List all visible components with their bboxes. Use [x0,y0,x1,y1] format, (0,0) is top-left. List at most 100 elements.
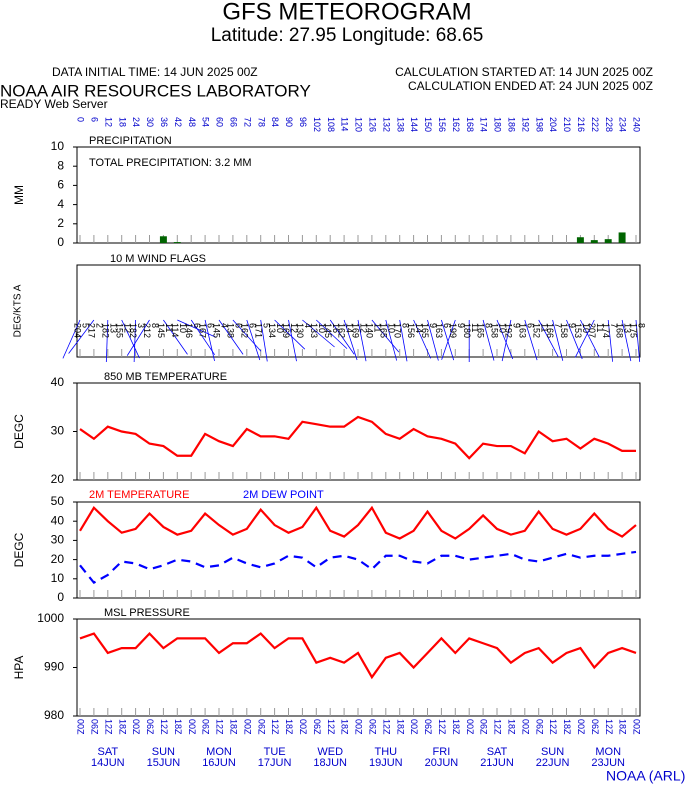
initial-time: DATA INITIAL TIME: 14 JUN 2025 00Z [52,65,258,79]
panel-frame [76,618,641,717]
wind-staff [399,319,408,362]
wind-staff [441,319,455,361]
panel-title: PRECIPITATION [89,135,172,147]
panel-frame [76,501,641,599]
precip-bar [590,240,598,243]
y-tick-label: 40 [51,375,65,389]
bottom-hour-label: 12Z [270,719,280,735]
wind-staff [427,319,439,361]
precip-bar [618,232,626,243]
wind-staff [413,319,432,359]
date-label: 22JUN [536,757,570,769]
wind-direction-label: 165 [378,323,388,338]
wind-staff [288,319,297,362]
wind-staff [607,319,613,362]
wind-direction-label: 114 [170,323,180,337]
wind-speed-label: 9 [456,323,466,328]
y-tick-label: 8 [57,158,64,172]
wind-staff [204,319,215,362]
top-hour-label: 12 [103,117,113,127]
wind-speed-label: 3 [136,323,146,328]
wind-staff [552,319,564,361]
bottom-hour-label: 00Z [520,719,530,735]
wind-direction-label: 182 [100,323,110,338]
wind-staff [574,319,595,358]
wind-staff [163,319,188,355]
wind-staff [566,319,583,360]
wind-staff [260,319,268,362]
subtitle: Latitude: 27.95 Longitude: 68.65 [211,25,484,46]
top-hour-label: 198 [534,117,544,132]
wind-direction-label: 212 [142,323,152,338]
bottom-hour-label: 12Z [159,719,169,735]
bottom-hour-label: 06Z [423,719,433,735]
bottom-hour-label: 12Z [437,719,447,735]
day-label: SUN [541,746,564,758]
wind-speed-label: 10 [581,323,591,333]
wind-staff [218,319,244,355]
top-hour-label: 174 [479,117,489,132]
wind-speed-label: 6 [234,323,244,328]
wind-direction-label: 168 [615,323,625,338]
y-axis-label: HPA [12,656,26,680]
wind-direction-label: 165 [476,323,486,338]
wind-speed-label: 11 [164,323,174,332]
wind-speed-label: 9 [567,323,577,328]
day-label: WED [317,746,343,758]
wind-direction-label: 153 [573,323,583,338]
bottom-hour-label: 06Z [479,719,489,735]
wind-speed-label: 10 [317,323,327,333]
top-hour-label: 126 [368,117,378,132]
y-axis-label: MM [12,185,26,205]
bottom-hour-label: 18Z [284,719,294,735]
wind-staff [126,319,150,356]
bottom-hour-label: 00Z [242,719,252,735]
date-label: 18JUN [313,757,347,769]
wind-direction-label: 158 [559,323,569,338]
series-line [79,631,637,680]
wind-direction-label: 140 [365,323,375,338]
top-hour-label: 90 [284,117,294,127]
wind-speed-label: 6 [525,323,535,328]
wind-speed-label: 6 [206,323,216,328]
day-label: THU [374,746,397,758]
wind-speed-label: 8 [484,323,494,328]
wind-staff [635,319,641,362]
precip-bar [604,239,612,243]
wind-speed-label: 13 [623,323,633,333]
wind-direction-label: 169 [351,323,361,338]
wind-speed-label: 11 [539,323,549,332]
top-hour-label: 66 [229,117,239,127]
top-hour-label: 168 [465,117,475,132]
y-tick-label: 980 [44,708,64,722]
top-hour-label: 204 [548,117,558,132]
panel-title: 850 MB TEMPERATURE [104,371,227,383]
panel-frame [76,264,641,358]
bottom-hour-label: 18Z [451,719,461,735]
server: READY Web Server [0,97,108,111]
wind-speed-label: 10 [498,323,508,333]
top-hour-label: 114 [340,117,350,131]
bottom-hour-label: 12Z [381,719,391,735]
bottom-hour-label: 18Z [173,719,183,735]
y-tick-label: 0 [57,590,64,604]
wind-staff [538,319,559,358]
top-hour-label: 0 [76,117,86,122]
wind-staff [274,319,306,350]
wind-speed-label: 8 [150,323,160,328]
top-hour-label: 144 [409,117,419,132]
series-line [79,550,637,585]
wind-direction-label: 145 [212,323,222,338]
top-hour-label: 84 [270,117,280,127]
bottom-hour-label: 18Z [117,719,127,735]
top-hour-label: 24 [131,117,141,127]
wind-speed-label: 10 [178,323,188,333]
wind-direction-label: 152 [531,323,541,338]
y-axis-label: DEG/KTS A [13,284,24,337]
bottom-hour-label: 18Z [618,719,628,735]
wind-speed-label: 12 [359,323,369,333]
top-hour-label: 192 [520,117,530,132]
legend-entry: 2M DEW POINT [243,489,324,501]
y-tick-label: 2 [57,216,64,230]
wind-staff [133,319,136,362]
